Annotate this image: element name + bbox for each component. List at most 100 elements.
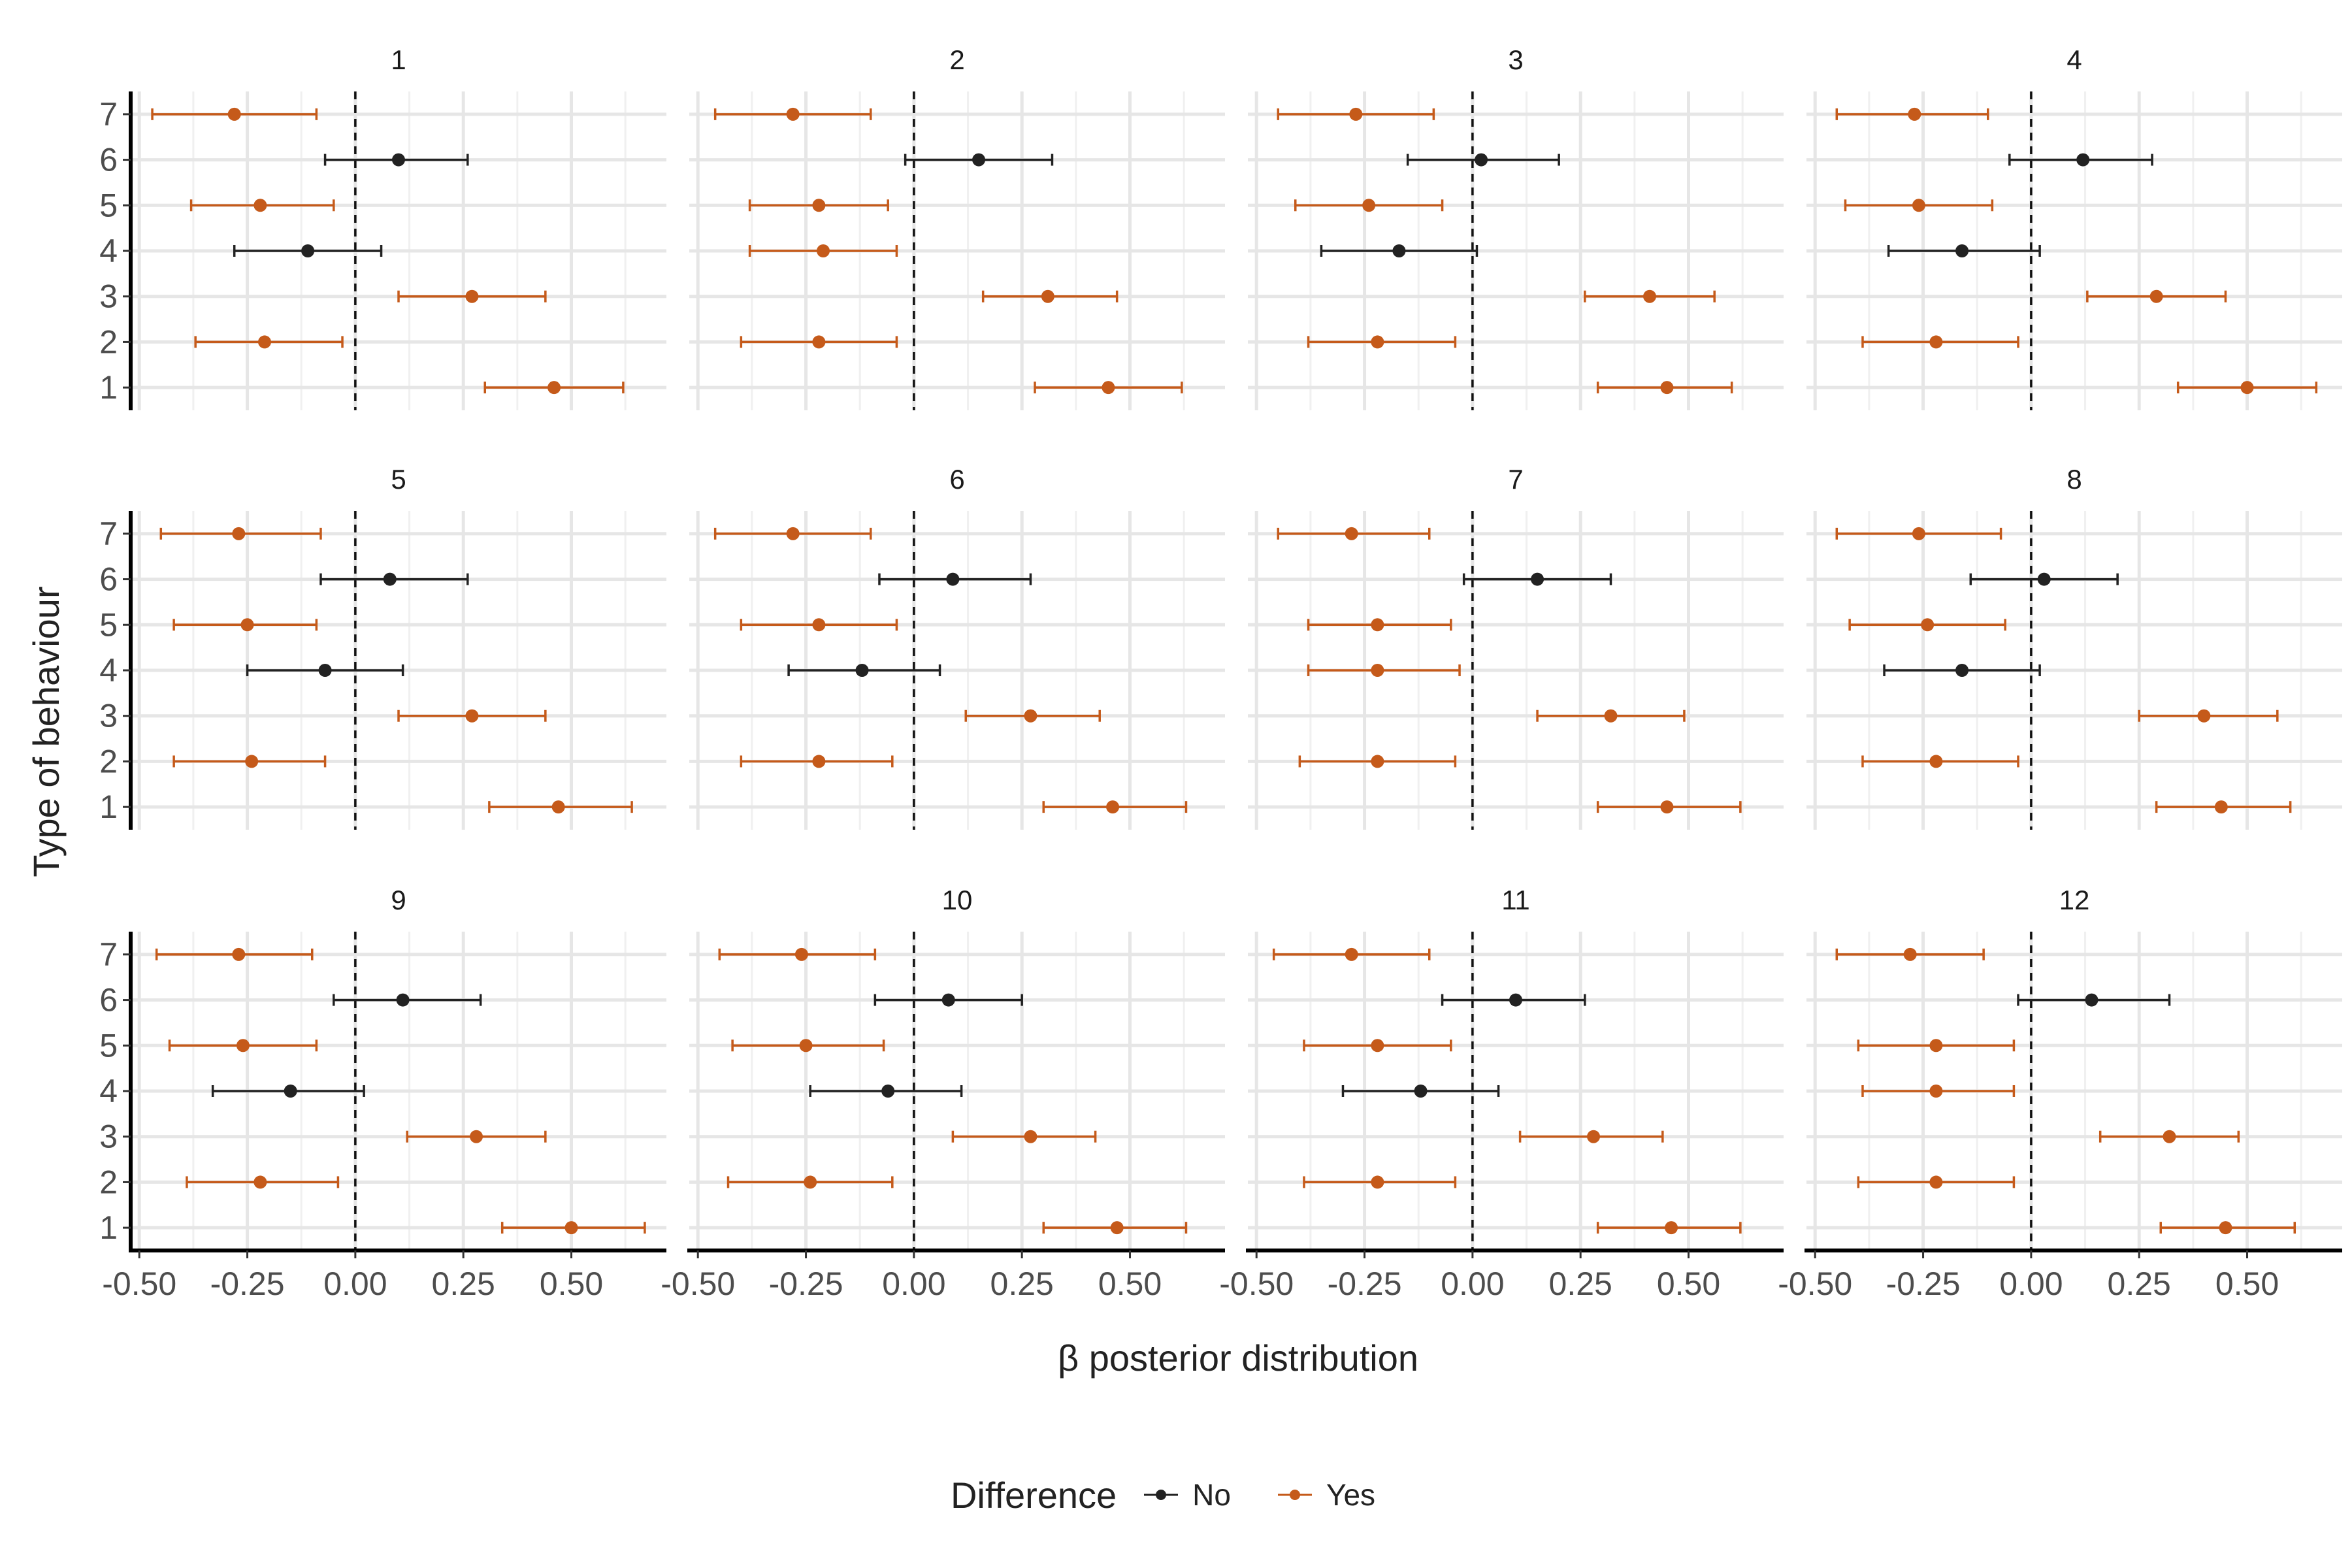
point-estimate-row-7 <box>227 107 241 121</box>
panel-8: 8 <box>1806 464 2342 830</box>
panel-title: 10 <box>942 885 973 915</box>
point-estimate-row-3 <box>470 1130 483 1143</box>
y-tick-label: 6 <box>99 561 118 598</box>
point-estimate-row-7 <box>232 527 246 540</box>
y-tick-label: 4 <box>99 1073 118 1109</box>
point-estimate-row-2 <box>1929 1175 1943 1189</box>
point-estimate-row-6 <box>383 572 397 586</box>
point-estimate-row-5 <box>812 199 826 212</box>
panel-1: 1 1 2 3 4 5 6 7 <box>99 44 666 410</box>
point-estimate-row-5 <box>1912 199 1925 212</box>
point-estimate-row-5 <box>1921 618 1935 632</box>
point-estimate-row-6 <box>2076 153 2090 167</box>
point-estimate-row-3 <box>1643 289 1656 303</box>
point-estimate-row-3 <box>465 709 479 723</box>
point-estimate-row-1 <box>2240 381 2254 395</box>
point-estimate-row-2 <box>812 755 826 768</box>
panel-title: 3 <box>1508 44 1523 75</box>
x-tick-label: 0.25 <box>1549 1266 1612 1302</box>
y-tick-label: 6 <box>99 982 118 1019</box>
y-tick-label: 5 <box>99 187 118 223</box>
point-estimate-row-1 <box>1106 800 1120 814</box>
panel-2: 2 <box>689 44 1225 410</box>
x-tick-label: 0.50 <box>2215 1266 2279 1302</box>
point-estimate-row-4 <box>1929 1085 1943 1098</box>
point-estimate-row-7 <box>786 527 800 540</box>
x-tick-label: -0.25 <box>1328 1266 1402 1302</box>
point-estimate-row-6 <box>972 153 986 167</box>
y-tick-label: 1 <box>99 369 118 406</box>
panel-6: 6 <box>689 464 1225 830</box>
panel-title: 8 <box>2066 464 2082 495</box>
y-tick-label: 7 <box>99 515 118 552</box>
legend-item-yes: Yes <box>1275 1477 1375 1512</box>
y-tick-label: 5 <box>99 606 118 643</box>
point-estimate-row-5 <box>812 618 826 632</box>
point-estimate-row-1 <box>1660 381 1674 395</box>
point-estimate-row-3 <box>1024 709 1037 723</box>
x-tick-label: -0.25 <box>210 1266 285 1302</box>
y-tick-label: 4 <box>99 652 118 689</box>
legend: Difference No Yes <box>0 1462 2352 1527</box>
point-estimate-row-4 <box>817 244 830 257</box>
point-estimate-row-6 <box>1531 572 1544 586</box>
point-estimate-row-4 <box>318 664 332 677</box>
point-estimate-row-3 <box>2149 289 2163 303</box>
point-estimate-row-2 <box>258 335 271 349</box>
panel-9: 9 1 2 3 4 5 6 7 -0.50 -0.25 0.00 0.25 0.50 <box>99 885 666 1302</box>
y-axis-title: Type of behaviour <box>25 586 67 877</box>
point-estimate-row-4 <box>855 664 869 677</box>
y-tick-label: 7 <box>99 96 118 133</box>
point-estimate-row-3 <box>1587 1130 1601 1143</box>
point-estimate-row-6 <box>392 153 405 167</box>
x-tick-label: -0.50 <box>1219 1266 1294 1302</box>
point-estimate-row-1 <box>1110 1221 1124 1235</box>
point-estimate-row-3 <box>1024 1130 1037 1143</box>
x-tick-label: 0.00 <box>882 1266 945 1302</box>
x-tick-label: -0.50 <box>661 1266 735 1302</box>
point-estimate-row-4 <box>1371 664 1384 677</box>
y-tick-label: 3 <box>99 1119 118 1155</box>
legend-key-no-icon <box>1141 1485 1181 1505</box>
point-estimate-row-7 <box>1912 527 1925 540</box>
panel-title: 9 <box>391 885 406 915</box>
point-estimate-row-6 <box>2085 993 2099 1007</box>
point-estimate-row-6 <box>1475 153 1488 167</box>
point-estimate-row-5 <box>240 618 254 632</box>
y-tick-label: 7 <box>99 936 118 973</box>
panel-5: 5 1 2 3 4 5 6 7 <box>99 464 666 830</box>
x-axis-title: β posterior distribution <box>1058 1337 1418 1379</box>
y-tick-label: 1 <box>99 1209 118 1246</box>
point-estimate-row-7 <box>786 107 800 121</box>
point-estimate-row-5 <box>1371 618 1384 632</box>
point-estimate-row-6 <box>1509 993 1522 1007</box>
point-estimate-row-6 <box>2037 572 2051 586</box>
point-estimate-row-4 <box>284 1085 297 1098</box>
point-estimate-row-3 <box>465 289 479 303</box>
point-estimate-row-1 <box>564 1221 578 1235</box>
legend-label-yes: Yes <box>1326 1478 1376 1512</box>
point-estimate-row-5 <box>1362 199 1376 212</box>
panel-10: 10 -0.50 -0.25 0.00 0.25 0.50 <box>661 885 1225 1302</box>
x-tick-label: 0.25 <box>432 1266 495 1302</box>
point-estimate-row-7 <box>1345 527 1358 540</box>
legend-item-no: No <box>1141 1477 1231 1512</box>
panel-12: 12 -0.50 -0.25 0.00 0.25 0.50 <box>1778 885 2342 1302</box>
point-estimate-row-7 <box>1903 947 1917 961</box>
point-estimate-row-2 <box>1929 335 1943 349</box>
point-estimate-row-7 <box>1349 107 1363 121</box>
x-tick-label: 0.50 <box>540 1266 603 1302</box>
point-estimate-row-3 <box>1041 289 1054 303</box>
y-tick-label: 5 <box>99 1027 118 1064</box>
panel-title: 1 <box>391 44 406 75</box>
point-estimate-row-2 <box>804 1175 817 1189</box>
x-tick-label: 0.00 <box>1441 1266 1504 1302</box>
panel-7: 7 <box>1248 464 1784 830</box>
panel-title: 2 <box>949 44 964 75</box>
x-tick-label: 0.25 <box>2108 1266 2171 1302</box>
point-estimate-row-2 <box>253 1175 267 1189</box>
point-estimate-row-1 <box>1660 800 1674 814</box>
point-estimate-row-4 <box>1955 244 1969 257</box>
